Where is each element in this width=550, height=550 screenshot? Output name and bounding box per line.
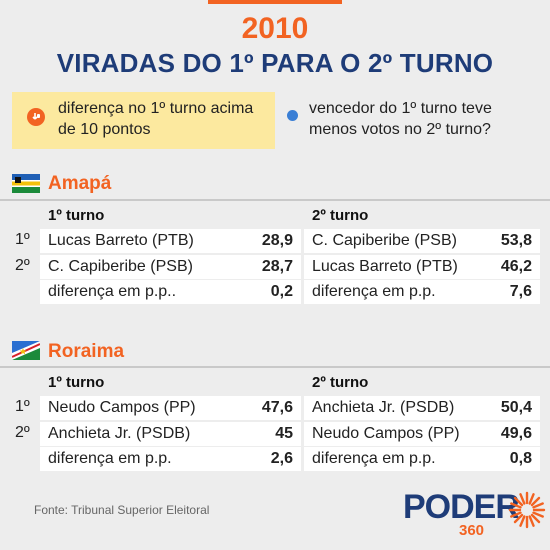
candidate-name: Neudo Campos (PP)	[48, 399, 196, 416]
amapa-turno1-header: 1º turno	[48, 207, 105, 224]
candidate-name: Neudo Campos (PP)	[312, 425, 460, 442]
vote-percent: 47,6	[261, 399, 293, 416]
legend-item-lost-votes: vencedor do 1º turno teve menos votos no…	[309, 100, 492, 138]
candidate-name: Lucas Barreto (PTB)	[312, 258, 458, 275]
table-row: diferença em p.p. 7,6	[304, 280, 540, 304]
table-row: Neudo Campos (PP) 47,6	[40, 396, 301, 420]
table-row: Neudo Campos (PP) 49,6	[304, 422, 540, 446]
vote-percent: 49,6	[500, 425, 532, 442]
sunburst-icon	[508, 491, 546, 529]
roraima-turno1-header: 1º turno	[48, 374, 105, 391]
difference-label: diferença em p.p.	[312, 450, 436, 467]
table-row: diferença em p.p. 0,8	[304, 447, 540, 471]
state-name-amapa: Amapá	[48, 173, 112, 194]
difference-label: diferença em p.p.	[48, 450, 172, 467]
state-name-roraima: Roraima	[48, 341, 125, 362]
table-row: Lucas Barreto (PTB) 46,2	[304, 255, 540, 279]
page-year: 2010	[241, 12, 309, 45]
table-row: C. Capiberibe (PSB) 28,7	[40, 255, 301, 279]
difference-value: 0,8	[509, 450, 532, 467]
candidate-name: Anchieta Jr. (PSDB)	[48, 425, 191, 442]
difference-value: 7,6	[509, 283, 532, 300]
vote-percent: 28,7	[261, 258, 293, 275]
table-row: Lucas Barreto (PTB) 28,9	[40, 229, 301, 253]
logo-number: 360	[459, 522, 485, 539]
amapa-rank-1: 1º	[15, 231, 30, 248]
roraima-rank-2: 2º	[15, 424, 30, 441]
vote-percent: 45	[275, 425, 293, 442]
table-row: diferença em p.p. 2,6	[40, 447, 301, 471]
vote-percent: 50,4	[500, 399, 532, 416]
difference-label: diferença em p.p.	[312, 283, 436, 300]
difference-label: diferença em p.p..	[48, 283, 177, 300]
legend-item-margin: diferença no 1º turno acima de 10 pontos	[58, 100, 254, 138]
state-divider	[0, 366, 550, 368]
blue-dot-icon	[287, 110, 298, 121]
vote-percent: 53,8	[500, 232, 532, 249]
legend-highlight-box	[12, 92, 275, 149]
hand-pointer-icon	[27, 108, 45, 126]
roraima-flag-icon	[12, 341, 40, 360]
source-note: Fonte: Tribunal Superior Eleitoral	[34, 503, 210, 517]
table-row: Anchieta Jr. (PSDB) 50,4	[304, 396, 540, 420]
roraima-rank-1: 1º	[15, 398, 30, 415]
candidate-name: Lucas Barreto (PTB)	[48, 232, 194, 249]
amapa-rank-2: 2º	[15, 257, 30, 274]
poder360-logo: PODER 360	[403, 488, 546, 539]
table-row: Anchieta Jr. (PSDB) 45	[40, 422, 301, 446]
amapa-flag-icon	[12, 174, 40, 193]
table-row: C. Capiberibe (PSB) 53,8	[304, 229, 540, 253]
difference-value: 2,6	[270, 450, 293, 467]
difference-value: 0,2	[270, 283, 293, 300]
candidate-name: Anchieta Jr. (PSDB)	[312, 399, 455, 416]
candidate-name: C. Capiberibe (PSB)	[312, 232, 457, 249]
roraima-turno2-header: 2º turno	[312, 374, 369, 391]
vote-percent: 46,2	[500, 258, 532, 275]
page-title: VIRADAS DO 1º PARA O 2º TURNO	[56, 48, 494, 78]
vote-percent: 28,9	[261, 232, 293, 249]
top-accent-bar	[208, 0, 342, 4]
state-divider	[0, 199, 550, 201]
table-row: diferença em p.p.. 0,2	[40, 280, 301, 304]
candidate-name: C. Capiberibe (PSB)	[48, 258, 193, 275]
amapa-turno2-header: 2º turno	[312, 207, 369, 224]
logo-wordmark: PODER	[403, 488, 520, 526]
